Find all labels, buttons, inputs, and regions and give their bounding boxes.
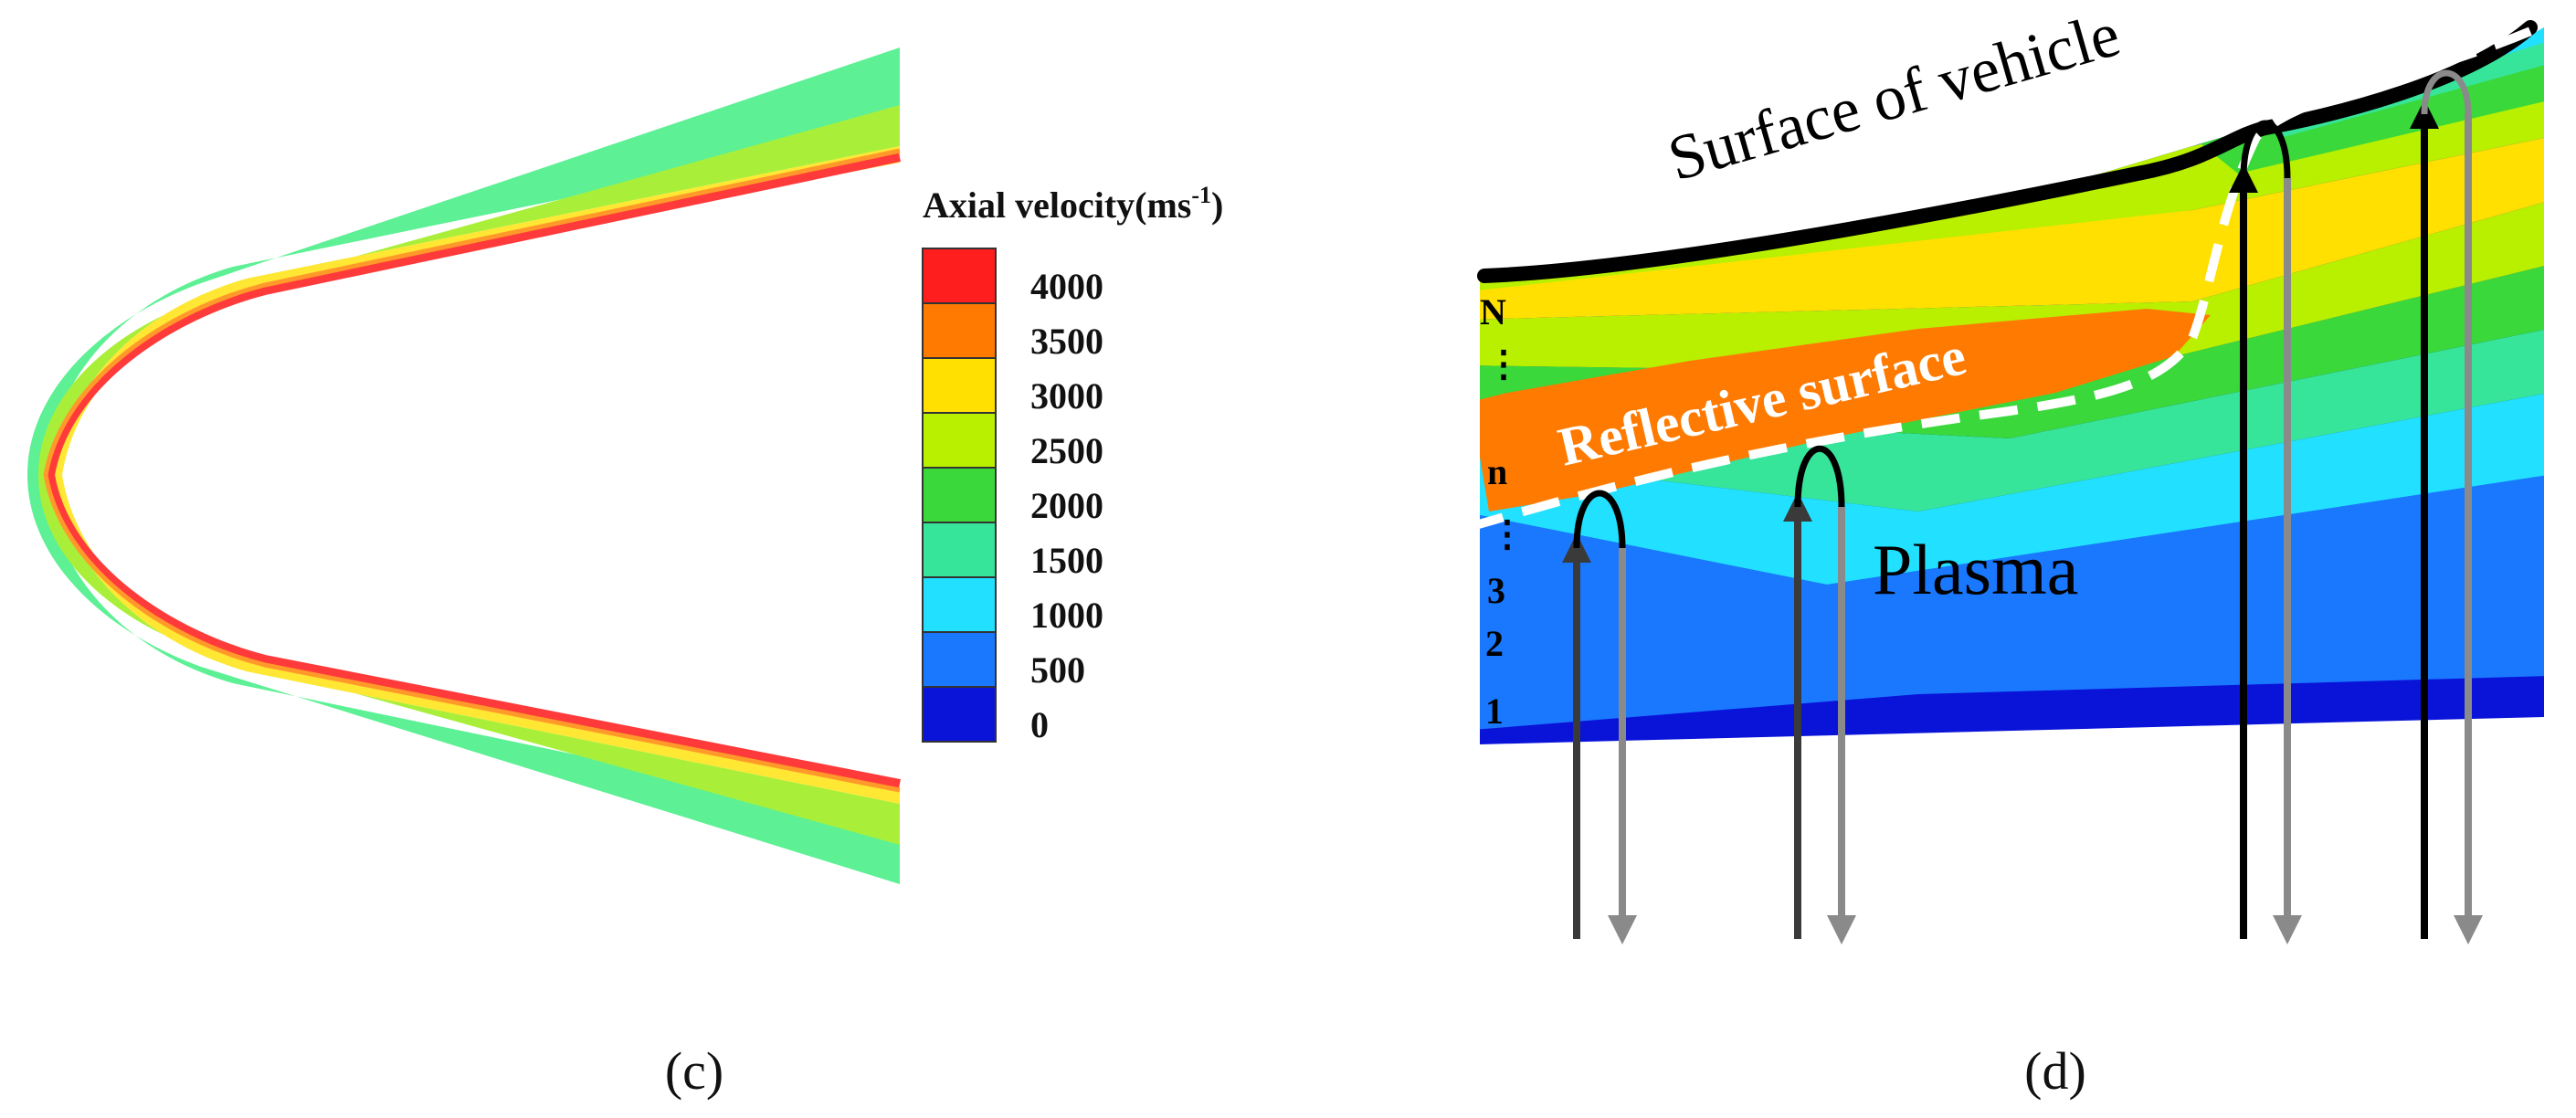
velocity-legend: Axial velocity(ms-1) 4000 3500 3000 2500 200… (922, 182, 1223, 745)
legend-swatch-0 (922, 686, 997, 743)
layer-index-labels: N ⋮ n ⋮ 3 2 1 (1480, 291, 1526, 732)
layer-label-3: 3 (1487, 570, 1505, 611)
reflection-arc-2 (1794, 446, 1845, 508)
legend-value-4000: 4000 (1030, 266, 1103, 307)
layer-label-dots-lower: ⋮ (1489, 513, 1526, 554)
legend-value-1500: 1500 (1030, 540, 1103, 581)
legend-swatch-1000 (922, 576, 997, 633)
legend-swatch-1500 (922, 522, 997, 578)
vehicle-surface-line (1477, 20, 2538, 283)
legend-value-1000: 1000 (1030, 595, 1103, 636)
legend-title: Axial velocity(ms-1) (923, 182, 1223, 226)
layer-band-1000 (1480, 393, 2544, 585)
layer-label-N: N (1480, 291, 1506, 332)
legend-swatch-3000 (922, 357, 997, 414)
contour-band-3500 (43, 148, 901, 793)
plasma-label: Plasma (1873, 530, 2078, 609)
velocity-contour-plot (27, 47, 902, 884)
legend-value-2500: 2500 (1030, 430, 1103, 471)
legend-value-2000: 2000 (1030, 485, 1103, 526)
legend-swatch-3500 (922, 302, 997, 359)
reflection-arc-3 (2240, 120, 2291, 179)
reflection-arc-4 (2421, 69, 2472, 115)
reflective-region (1480, 309, 2211, 512)
legend-swatch-2000 (922, 467, 997, 523)
panel-d-label: (d) (2024, 1041, 2086, 1101)
layer-label-n: n (1487, 451, 1507, 492)
legend-value-0: 0 (1030, 704, 1049, 745)
legend-value-500: 500 (1030, 649, 1085, 691)
legend-swatch-4000 (922, 248, 997, 304)
reflective-surface-curve (1464, 23, 2541, 533)
legend-swatch-500 (922, 631, 997, 688)
layer-band-1500 (1480, 329, 2544, 512)
layer-label-dots-upper: ⋮ (1485, 343, 1522, 385)
layer-label-1: 1 (1485, 691, 1504, 732)
layer-band-500 (1480, 475, 2544, 731)
panel-c-label: (c) (665, 1041, 723, 1101)
contour-band-4000 (45, 153, 902, 788)
reflection-arc-1 (1573, 490, 1626, 549)
layer-label-2: 2 (1485, 623, 1504, 664)
layer-band-2500 (1480, 201, 2544, 374)
legend-value-3500: 3500 (1030, 321, 1103, 362)
wave-arrows (1562, 69, 2483, 944)
vehicle-surface-label: Surface of vehicle (1661, 0, 2127, 195)
legend-value-3000: 3000 (1030, 375, 1103, 417)
legend-swatch-2500 (922, 412, 997, 469)
